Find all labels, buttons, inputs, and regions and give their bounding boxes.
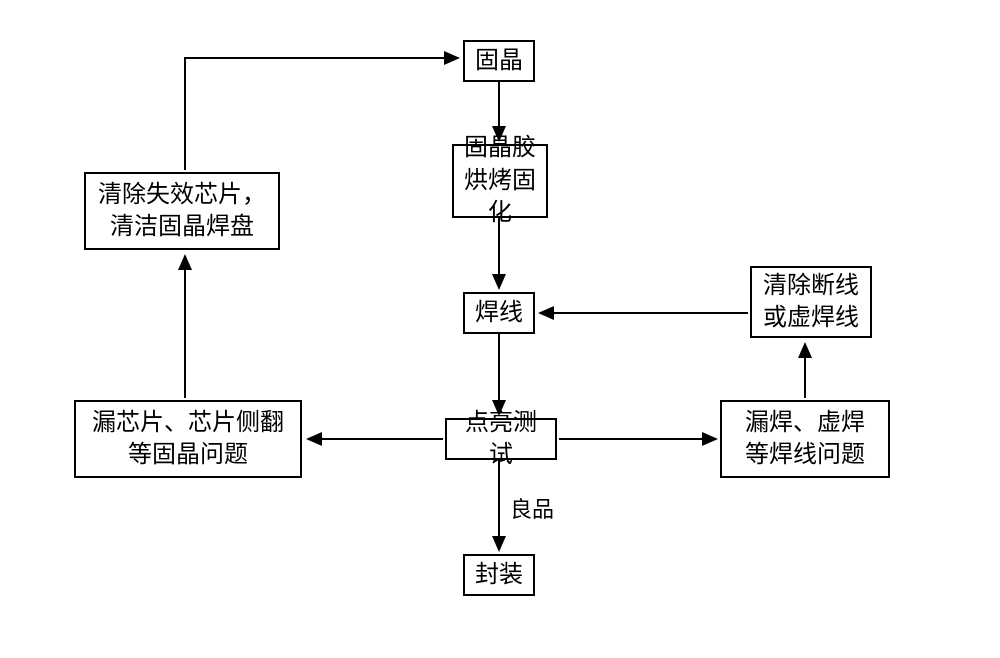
node-light-test: 点亮测试 [445, 418, 557, 460]
node-label: 清除断线或虚焊线 [763, 270, 859, 335]
node-label: 漏芯片、芯片侧翻等固晶问题 [92, 407, 284, 472]
arrowhead-test-to-wireprob [702, 432, 718, 446]
node-label: 点亮测试 [457, 407, 545, 472]
node-label: 封装 [475, 559, 523, 591]
node-fixed-crystal: 固晶 [463, 40, 535, 82]
arrowhead-crystalprob-to-clean [178, 254, 192, 270]
node-label: 固晶胶烘烤固化 [464, 132, 536, 229]
node-remove-broken-wire: 清除断线或虚焊线 [750, 266, 872, 338]
node-label: 清除失效芯片，清洁固晶焊盘 [98, 179, 266, 244]
arrowhead-test-to-crystalprob [306, 432, 322, 446]
node-label: 焊线 [475, 297, 523, 329]
flowchart-canvas: 固晶 固晶胶烘烤固化 焊线 点亮测试 封装 清除失效芯片，清洁固晶焊盘 漏芯片、… [0, 0, 1000, 658]
arrowhead-wireprob-to-remove [798, 342, 812, 358]
arrowhead-test-to-package [492, 536, 506, 552]
node-package: 封装 [463, 554, 535, 596]
node-crystal-problem: 漏芯片、芯片侧翻等固晶问题 [74, 400, 302, 478]
node-wire-bond: 焊线 [463, 292, 535, 334]
node-label: 固晶 [475, 45, 523, 77]
arrow-clean-to-fixed [185, 58, 450, 170]
arrowhead-clean-to-fixed [444, 51, 460, 65]
label-good-product: 良品 [510, 492, 554, 524]
node-wire-problem: 漏焊、虚焊等焊线问题 [720, 400, 890, 478]
label-text: 良品 [510, 497, 554, 522]
node-bake-cure: 固晶胶烘烤固化 [452, 144, 548, 218]
arrowhead-bake-to-wire [492, 274, 506, 290]
node-label: 漏焊、虚焊等焊线问题 [745, 407, 865, 472]
node-clean-chip: 清除失效芯片，清洁固晶焊盘 [84, 172, 280, 250]
arrowhead-remove-to-wire [538, 306, 554, 320]
